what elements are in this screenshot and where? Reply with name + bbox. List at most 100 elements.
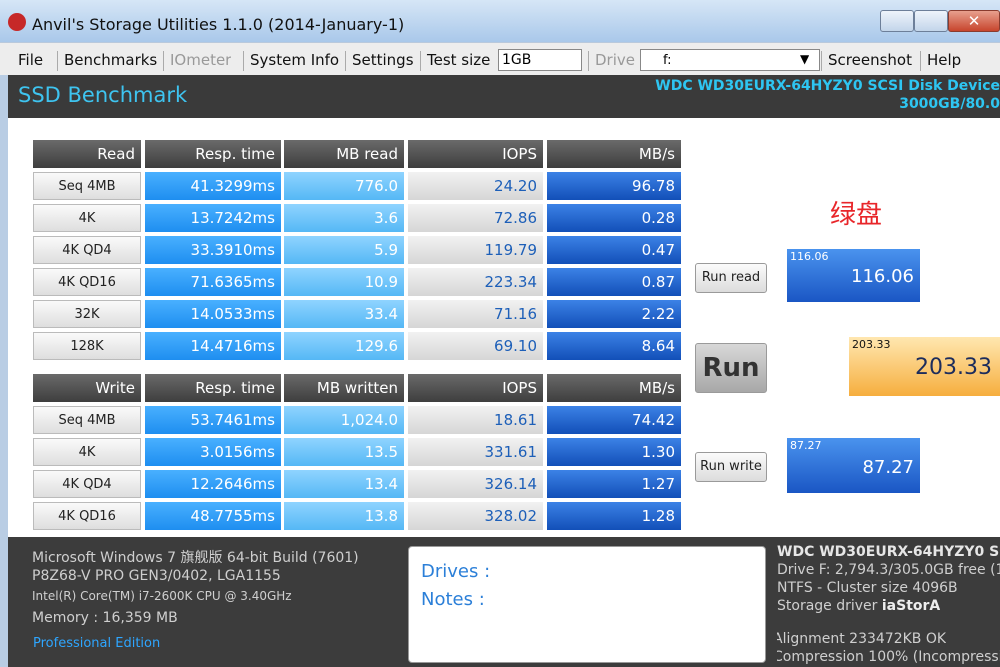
run-read-button[interactable]: Run read [695, 263, 767, 293]
result-cell: 0.28 [547, 204, 681, 232]
result-cell: 33.4 [284, 300, 404, 328]
result-cell: 41.3299ms [145, 172, 281, 200]
row-label[interactable]: 4K QD4 [33, 470, 141, 498]
result-cell: 119.79 [408, 236, 543, 264]
result-cell: 0.87 [547, 268, 681, 296]
annotation: 绿盘 [830, 200, 883, 230]
write-score-value: 87.27 [862, 457, 914, 478]
run-button[interactable]: Run [695, 343, 767, 393]
read-score-small: 116.06 [790, 250, 829, 263]
drives-label: Drives : [421, 561, 491, 582]
column-header: IOPS [408, 374, 543, 402]
dropdown-arrow: ▼ [800, 52, 810, 66]
total-score-small: 203.33 [852, 338, 891, 351]
row-label[interactable]: 4K QD4 [33, 236, 141, 264]
result-cell: 13.4 [284, 470, 404, 498]
column-header: IOPS [408, 140, 543, 168]
page-title: SSD Benchmark [18, 83, 188, 107]
menu-item[interactable]: File [18, 51, 44, 69]
result-cell: 74.42 [547, 406, 681, 434]
drive-ntfs: NTFS - Cluster size 4096B [777, 580, 958, 596]
read-score-value: 116.06 [851, 266, 914, 287]
column-header: MB/s [547, 140, 681, 168]
menu-item[interactable]: Screenshot [821, 51, 912, 71]
board-info: P8Z68-V PRO GEN3/0402, LGA1155 [32, 568, 281, 584]
result-cell: 328.02 [408, 502, 543, 530]
result-cell: 331.61 [408, 438, 543, 466]
alignment: Alignment 233472KB OK [777, 631, 947, 647]
row-label[interactable]: 32K [33, 300, 141, 328]
minimize-button[interactable] [880, 10, 914, 32]
run-write-button[interactable]: Run write [695, 452, 767, 482]
row-label[interactable]: 4K [33, 204, 141, 232]
cpu-info: Intel(R) Core(TM) i7-2600K CPU @ 3.40GHz [32, 589, 292, 603]
driver-name: iaStorA [881, 598, 941, 614]
result-cell: 14.0533ms [145, 300, 281, 328]
result-cell: 33.3910ms [145, 236, 281, 264]
test-size-label: Test size [420, 51, 490, 71]
drive-select[interactable]: f: [640, 49, 820, 71]
column-header: Read [33, 140, 141, 168]
row-label[interactable]: Seq 4MB [33, 406, 141, 434]
read-score: 116.06 116.06 [787, 249, 920, 302]
header-band: SSD Benchmark WDC WD30EURX-64HYZY0 SCSI … [8, 75, 1000, 118]
result-cell: 3.0156ms [145, 438, 281, 466]
notes-label: Notes : [421, 589, 485, 610]
result-cell: 129.6 [284, 332, 404, 360]
notes-box[interactable]: Drives : Notes : [408, 546, 766, 663]
drive-free: Drive F: 2,794.3/305.0GB free (10 [777, 562, 1000, 578]
menu-item[interactable]: Help [920, 51, 961, 71]
row-label[interactable]: 4K [33, 438, 141, 466]
driver-label: Storage driver [777, 598, 878, 614]
app-icon [8, 13, 26, 31]
result-cell: 24.20 [408, 172, 543, 200]
result-cell: 1.30 [547, 438, 681, 466]
menu-item[interactable]: Settings [345, 51, 414, 71]
result-cell: 14.4716ms [145, 332, 281, 360]
column-header: MB read [284, 140, 404, 168]
title-bar: Anvil's Storage Utilities 1.1.0 (2014-Ja… [0, 0, 1000, 42]
menu-item[interactable]: IOmeter [163, 51, 231, 71]
result-cell: 1.28 [547, 502, 681, 530]
menu-item[interactable]: System Info [243, 51, 339, 71]
result-cell: 5.9 [284, 236, 404, 264]
result-cell: 326.14 [408, 470, 543, 498]
device-name: WDC WD30EURX-64HYZY0 SCSI Disk Device [655, 78, 1000, 94]
test-size-select[interactable]: 1GB [498, 49, 582, 71]
close-button[interactable]: ✕ [948, 10, 1000, 32]
result-cell: 776.0 [284, 172, 404, 200]
result-cell: 12.2646ms [145, 470, 281, 498]
result-cell: 223.34 [408, 268, 543, 296]
result-cell: 18.61 [408, 406, 543, 434]
result-cell: 13.7242ms [145, 204, 281, 232]
result-cell: 53.7461ms [145, 406, 281, 434]
result-cell: 10.9 [284, 268, 404, 296]
total-score: 203.33 203.33 [849, 337, 1000, 396]
result-cell: 13.5 [284, 438, 404, 466]
column-header: MB/s [547, 374, 681, 402]
total-score-value: 203.33 [915, 355, 992, 380]
footer: Microsoft Windows 7 旗舰版 64-bit Build (76… [8, 537, 1000, 667]
result-cell: 0.47 [547, 236, 681, 264]
drive-info: WDC WD30EURX-64HYZY0 SCSI Disk Device Dr… [777, 543, 1000, 667]
column-header: MB written [284, 374, 404, 402]
result-cell: 69.10 [408, 332, 543, 360]
compression: Compression 100% (Incompressible) [777, 649, 1000, 665]
result-cell: 8.64 [547, 332, 681, 360]
result-cell: 13.8 [284, 502, 404, 530]
maximize-button[interactable] [914, 10, 948, 32]
menu-item[interactable]: Benchmarks [57, 51, 157, 71]
column-header: Write [33, 374, 141, 402]
window-title: Anvil's Storage Utilities 1.1.0 (2014-Ja… [32, 15, 405, 34]
result-cell: 48.7755ms [145, 502, 281, 530]
result-cell: 2.22 [547, 300, 681, 328]
row-label[interactable]: 4K QD16 [33, 502, 141, 530]
row-label[interactable]: Seq 4MB [33, 172, 141, 200]
os-info: Microsoft Windows 7 旗舰版 64-bit Build (76… [32, 550, 359, 566]
row-label[interactable]: 4K QD16 [33, 268, 141, 296]
column-header: Resp. time [145, 140, 281, 168]
column-header: Resp. time [145, 374, 281, 402]
row-label[interactable]: 128K [33, 332, 141, 360]
result-cell: 72.86 [408, 204, 543, 232]
